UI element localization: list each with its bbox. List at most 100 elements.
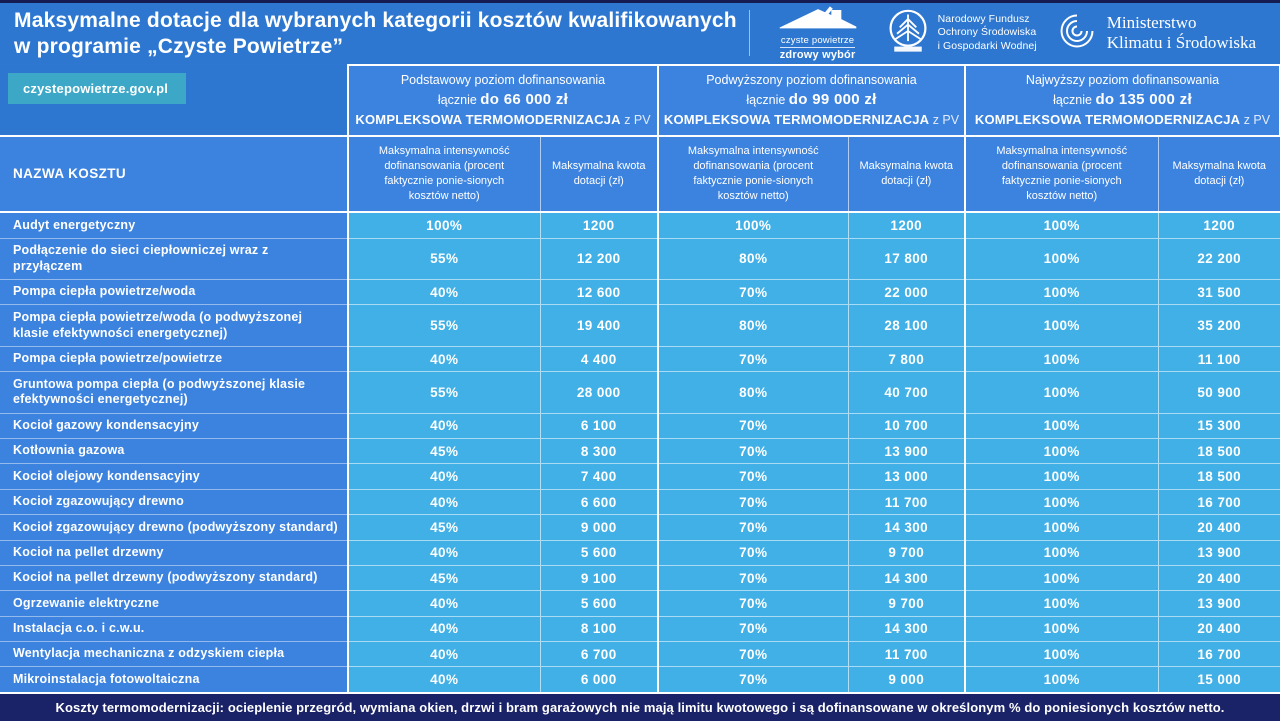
cost-name: Kocioł zgazowujący drewno — [0, 488, 348, 515]
amount-value: 28 100 — [847, 304, 965, 347]
intensity-value: 70% — [657, 666, 848, 692]
banner-divider — [748, 10, 750, 56]
intensity-value: 70% — [657, 641, 848, 667]
intensity-value: 70% — [657, 539, 848, 566]
cost-name: Podłączenie do sieci ciepłowniczej wraz … — [0, 237, 348, 280]
cost-table: Podstawowy poziom dofinansowania łącznie… — [0, 64, 1280, 692]
amount-value: 19 400 — [539, 304, 658, 347]
table-row: Kocioł na pellet drzewny (podwyższony st… — [0, 564, 1280, 591]
intensity-value: 70% — [657, 345, 848, 372]
amount-value: 9 000 — [539, 514, 658, 541]
group-level: Podwyższony poziom dofinansowania — [706, 73, 917, 88]
intensity-value: 80% — [657, 237, 848, 280]
site-link-chip[interactable]: czystepowietrze.gov.pl — [8, 73, 186, 104]
czyste-powietrze-label: czyste powietrze — [780, 34, 855, 46]
amount-value: 11 100 — [1157, 345, 1280, 372]
name-column-header: NAZWA KOSZTU — [0, 134, 348, 214]
amount-value: 8 100 — [539, 615, 658, 642]
amount-value: 50 900 — [1157, 371, 1280, 414]
amount-value: 7 800 — [847, 345, 965, 372]
amount-value: 6 700 — [539, 641, 658, 667]
group-total-prefix: łącznie — [746, 93, 786, 108]
table-row: Pompa ciepła powietrze/woda 40% 12 600 70% 2… — [0, 278, 1280, 305]
group-komple: KOMPLEKSOWA TERMOMODERNIZACJA — [663, 111, 930, 127]
amount-value: 15 300 — [1157, 412, 1280, 439]
col-header-intensity-text: Maksymalna intensywność dofinansowania (… — [996, 145, 1128, 202]
amount-value: 14 300 — [847, 514, 965, 541]
group-header-row: Podstawowy poziom dofinansowania łącznie… — [0, 64, 1280, 137]
ministry-label: Ministerstwo Klimatu i Środowiska — [1107, 13, 1256, 54]
col-header-amount-text: Maksymalna kwota dotacji (zł) — [551, 160, 646, 187]
amount-value: 16 700 — [1157, 641, 1280, 667]
intensity-value: 100% — [964, 211, 1158, 239]
table-row: Gruntowa pompa ciepła (o podwyższonej kl… — [0, 371, 1280, 414]
intensity-value: 100% — [964, 463, 1158, 490]
intensity-value: 70% — [657, 412, 848, 439]
amount-value: 13 900 — [847, 438, 965, 464]
intensity-value: 70% — [657, 564, 848, 591]
group-level: Najwyższy poziom dofinansowania — [1025, 73, 1220, 88]
amount-value: 1200 — [1157, 211, 1280, 239]
intensity-value: 40% — [347, 463, 540, 490]
cost-name: Kocioł zgazowujący drewno (podwyższony s… — [0, 514, 348, 541]
amount-value: 22 000 — [847, 278, 965, 305]
table-row: Kotłownia gazowa 45% 8 300 70% 13 900 100% 18 … — [0, 438, 1280, 464]
sub-header-row: NAZWA KOSZTU Maksymalna intensywność dof… — [0, 134, 1280, 214]
amount-value: 16 700 — [1157, 488, 1280, 515]
intensity-value: 100% — [964, 345, 1158, 372]
amount-value: 13 000 — [847, 463, 965, 490]
group-komple: KOMPLEKSOWA TERMOMODERNIZACJA — [355, 111, 621, 127]
amount-value: 9 100 — [539, 564, 658, 591]
group-total: do 135 000 zł — [1095, 91, 1192, 109]
table-row: Kocioł zgazowujący drewno 40% 6 600 70% 11 7… — [0, 488, 1280, 515]
amount-value: 40 700 — [847, 371, 965, 414]
zdrowy-wybor-label: zdrowy wybór — [779, 46, 856, 61]
intensity-value: 55% — [347, 304, 540, 347]
col-header-amount: Maksymalna kwota dotacji (zł) — [1157, 134, 1280, 214]
amount-value: 13 900 — [1157, 590, 1280, 617]
amount-value: 35 200 — [1157, 304, 1280, 347]
intensity-value: 45% — [347, 514, 540, 541]
intensity-value: 45% — [347, 564, 540, 591]
intensity-value: 100% — [964, 666, 1158, 692]
intensity-value: 55% — [347, 237, 540, 280]
amount-value: 28 000 — [539, 371, 658, 414]
cost-name: Pompa ciepła powietrze/powietrze — [0, 345, 348, 372]
group-level: Podstawowy poziom dofinansowania — [400, 73, 606, 88]
amount-value: 7 400 — [539, 463, 658, 490]
amount-value: 20 400 — [1157, 615, 1280, 642]
intensity-value: 40% — [347, 641, 540, 667]
amount-value: 9 000 — [847, 666, 965, 692]
intensity-value: 70% — [657, 590, 848, 617]
cost-name: Pompa ciepła powietrze/woda — [0, 278, 348, 305]
amount-value: 18 500 — [1157, 438, 1280, 464]
cost-name: Mikroinstalacja fotowoltaiczna — [0, 666, 348, 692]
amount-value: 8 300 — [539, 438, 658, 464]
intensity-value: 40% — [347, 615, 540, 642]
intensity-value: 100% — [964, 371, 1158, 414]
amount-value: 4 400 — [539, 345, 658, 372]
amount-value: 10 700 — [847, 412, 965, 439]
amount-value: 11 700 — [847, 488, 965, 515]
table-row: Podłączenie do sieci ciepłowniczej wraz … — [0, 237, 1280, 280]
cost-name: Kocioł na pellet drzewny (podwyższony st… — [0, 564, 348, 591]
amount-value: 20 400 — [1157, 514, 1280, 541]
group-pv: z PV — [932, 112, 960, 127]
cost-name: Kocioł olejowy kondensacyjny — [0, 463, 348, 490]
top-border-stripe — [0, 0, 1280, 3]
intensity-value: 45% — [347, 438, 540, 464]
intensity-value: 100% — [657, 211, 848, 239]
col-header-intensity: Maksymalna intensywność dofinansowania (… — [657, 134, 848, 214]
cost-table-wrap: Podstawowy poziom dofinansowania łącznie… — [0, 64, 1280, 692]
intensity-value: 70% — [657, 514, 848, 541]
table-row: Instalacja c.o. i c.w.u. 40% 8 100 70% 14 30… — [0, 615, 1280, 642]
col-header-amount-text: Maksymalna kwota dotacji (zł) — [1172, 160, 1267, 187]
amount-value: 9 700 — [847, 590, 965, 617]
cost-name: Kocioł na pellet drzewny — [0, 539, 348, 566]
group-total-prefix: łącznie — [437, 93, 477, 108]
amount-value: 6 600 — [539, 488, 658, 515]
amount-value: 31 500 — [1157, 278, 1280, 305]
cost-table-body: Audyt energetyczny 100% 1200 100% 1200 100% 12… — [0, 211, 1280, 692]
intensity-value: 100% — [964, 438, 1158, 464]
cost-name: Ogrzewanie elektryczne — [0, 590, 348, 617]
